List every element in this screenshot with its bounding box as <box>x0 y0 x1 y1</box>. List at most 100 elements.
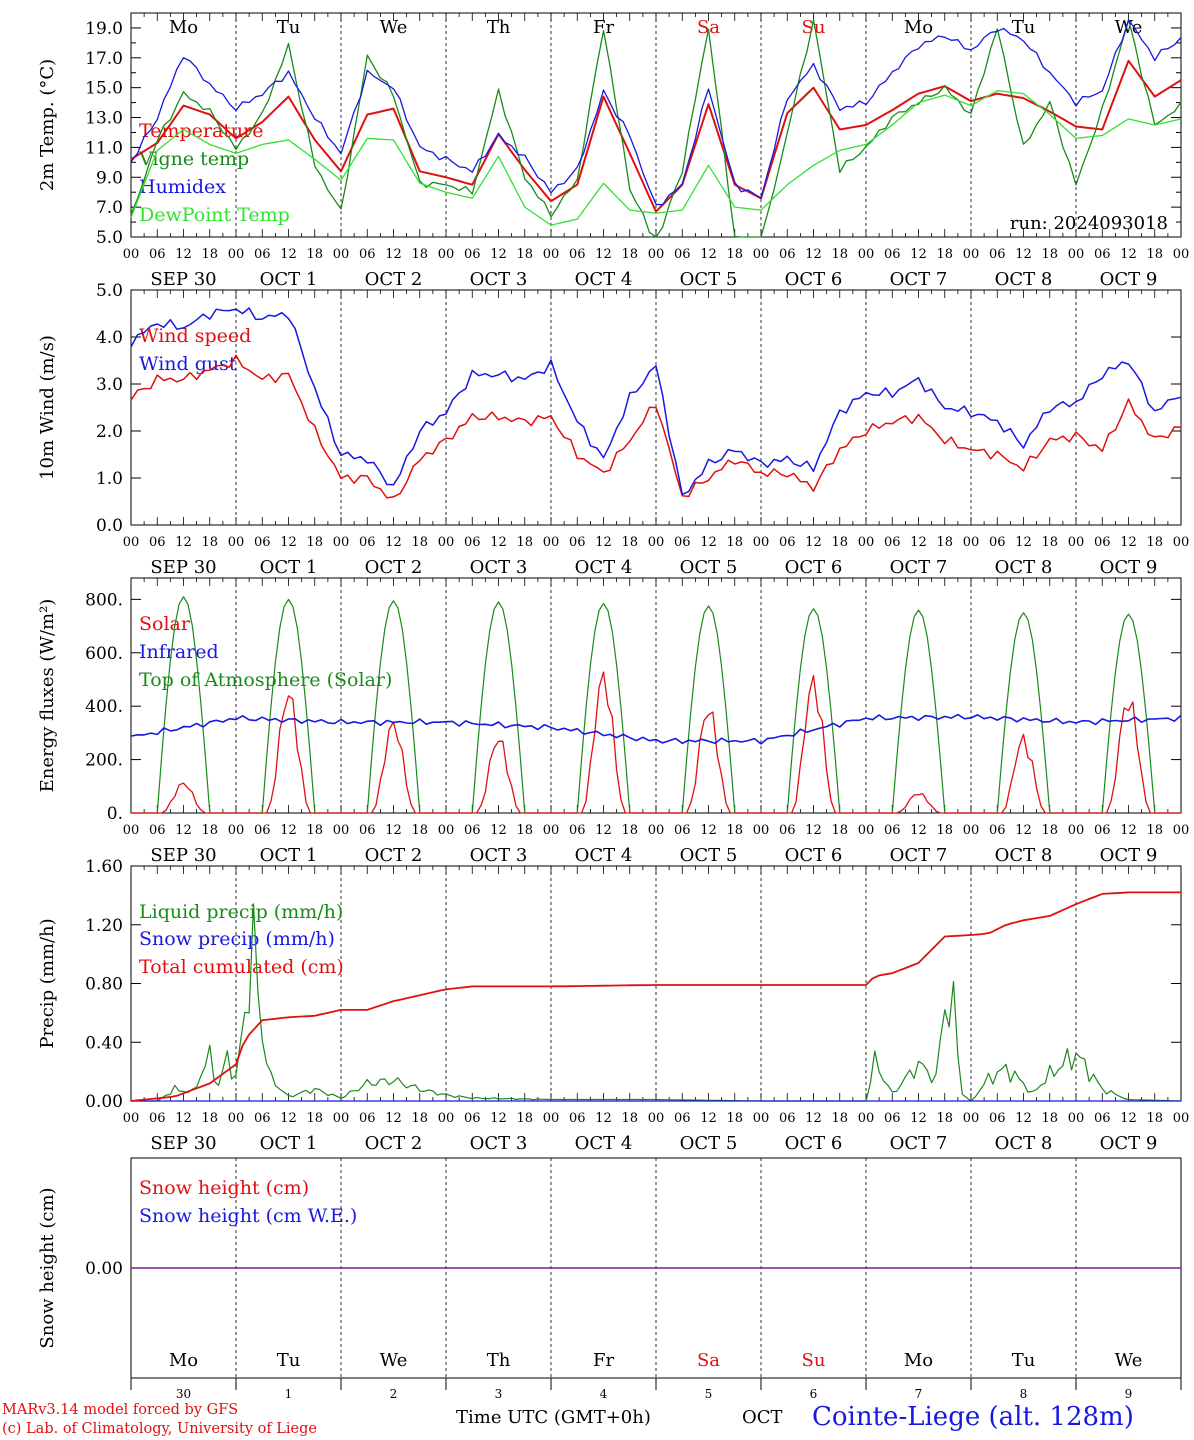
x-hour-label: 12 <box>385 823 402 838</box>
x-hour-label: 00 <box>543 1111 560 1126</box>
x-date-label: OCT 2 <box>365 1133 423 1154</box>
day-label: Tu <box>1012 1350 1036 1371</box>
x-date-label: OCT 4 <box>575 557 633 578</box>
x-hour-label: 12 <box>1120 535 1137 550</box>
x-hour-label: 18 <box>306 247 323 262</box>
x-hour-label: 00 <box>963 1111 980 1126</box>
day-label: We <box>380 1350 408 1371</box>
day-label: Mo <box>904 17 933 38</box>
series-solar <box>131 671 1181 814</box>
legend-infrared: Infrared <box>139 641 219 663</box>
x-hour-label: 00 <box>1173 1111 1190 1126</box>
x-hour-label: 18 <box>936 1111 953 1126</box>
x-hour-label: 18 <box>1041 247 1058 262</box>
x-hour-label: 00 <box>858 535 875 550</box>
x-date-label: OCT 1 <box>260 557 318 578</box>
day-number-label: 9 <box>1125 1387 1133 1401</box>
x-hour-label: 12 <box>1015 1111 1032 1126</box>
x-hour-label: 18 <box>831 823 848 838</box>
x-hour-label: 06 <box>1094 535 1111 550</box>
model-credit: MARv3.14 model forced by GFS <box>2 1402 239 1418</box>
day-label: Th <box>487 17 511 38</box>
x-hour-label: 00 <box>438 823 455 838</box>
y-tick-label: 0.00 <box>85 1092 123 1112</box>
x-hour-label: 12 <box>1015 823 1032 838</box>
x-hour-label: 18 <box>726 535 743 550</box>
y-tick-label: 0.80 <box>85 975 123 995</box>
x-date-label: OCT 3 <box>470 557 528 578</box>
y-tick-label: 600. <box>85 644 123 664</box>
x-hour-label: 00 <box>438 535 455 550</box>
x-hour-label: 06 <box>779 247 796 262</box>
x-hour-label: 00 <box>648 535 665 550</box>
x-hour-label: 00 <box>228 823 245 838</box>
x-hour-label: 06 <box>674 535 691 550</box>
x-hour-label: 18 <box>936 823 953 838</box>
x-hour-label: 00 <box>543 535 560 550</box>
x-hour-label: 12 <box>1015 247 1032 262</box>
x-date-label: OCT 7 <box>890 269 948 290</box>
x-hour-label: 12 <box>805 535 822 550</box>
x-hour-label: 06 <box>359 823 376 838</box>
x-hour-label: 18 <box>1041 1111 1058 1126</box>
day-label: Mo <box>904 1350 933 1371</box>
x-hour-label: 12 <box>595 1111 612 1126</box>
day-label: Fr <box>593 17 614 38</box>
x-hour-label: 12 <box>910 535 927 550</box>
x-hour-label: 12 <box>490 823 507 838</box>
y-tick-label: 1.0 <box>96 469 123 489</box>
x-date-label: OCT 7 <box>890 1133 948 1154</box>
x-hour-label: 12 <box>1120 247 1137 262</box>
x-hour-label: 12 <box>805 823 822 838</box>
x-hour-label: 18 <box>516 247 533 262</box>
x-hour-label: 00 <box>1173 823 1190 838</box>
legend-snow-height-cm-w-e: Snow height (cm W.E.) <box>139 1205 357 1227</box>
x-hour-label: 00 <box>648 823 665 838</box>
x-hour-label: 12 <box>280 535 297 550</box>
legend-liquid-precip-mm-h: Liquid precip (mm/h) <box>139 901 343 923</box>
x-date-label: OCT 8 <box>995 845 1053 866</box>
day-number-label: 4 <box>600 1387 608 1401</box>
x-hour-label: 12 <box>175 247 192 262</box>
series-liquid-precip-mm-h <box>131 903 1182 1102</box>
x-hour-label: 06 <box>254 823 271 838</box>
x-hour-label: 00 <box>228 1111 245 1126</box>
legend-dewpoint-temp: DewPoint Temp <box>139 204 290 226</box>
day-label: Tu <box>277 17 301 38</box>
x-hour-label: 18 <box>621 823 638 838</box>
y-tick-label: 3.0 <box>96 375 123 395</box>
y-tick-label: 7.0 <box>96 198 123 218</box>
y-tick-label: 200. <box>85 751 123 771</box>
x-hour-label: 12 <box>385 247 402 262</box>
x-hour-label: 06 <box>149 1111 166 1126</box>
panel-precip: 0.00 0.40 0.80 1.20 1.60 Precip (mm/h) 00 06 12 1… <box>37 857 1189 1154</box>
x-hour-label: 12 <box>910 1111 927 1126</box>
x-hour-label: 06 <box>1094 823 1111 838</box>
x-hour-label: 18 <box>516 535 533 550</box>
x-hour-label: 00 <box>963 823 980 838</box>
day-number-label: 3 <box>495 1387 503 1401</box>
x-hour-label: 18 <box>726 823 743 838</box>
day-label: Fr <box>593 1350 614 1371</box>
run-annotation: run: 2024093018 <box>1010 213 1168 234</box>
x-hour-label: 00 <box>1068 535 1085 550</box>
x-hour-label: 06 <box>464 247 481 262</box>
panel-snow: 0.00 Snow height (cm) Snow height (cm) Snow… <box>37 1157 1182 1401</box>
series-humidex <box>130 19 1182 206</box>
x-hour-label: 06 <box>149 535 166 550</box>
series-infrared <box>130 713 1182 745</box>
x-hour-label: 18 <box>1041 535 1058 550</box>
x-hour-label: 12 <box>175 823 192 838</box>
x-date-label: OCT 5 <box>680 269 738 290</box>
day-number-label: 8 <box>1020 1387 1028 1401</box>
day-number-label: 5 <box>705 1387 713 1401</box>
y-axis-label: Precip (mm/h) <box>37 918 58 1048</box>
x-hour-label: 00 <box>1068 823 1085 838</box>
x-hour-label: 18 <box>621 247 638 262</box>
x-hour-label: 06 <box>254 535 271 550</box>
x-hour-label: 06 <box>569 535 586 550</box>
x-hour-label: 06 <box>569 823 586 838</box>
panel-wind: 0.0 1.0 2.0 3.0 4.0 5.0 10m Wind (m/s) 00 06 12 18… <box>37 281 1189 578</box>
legend-wind-speed: Wind speed <box>139 325 251 347</box>
y-tick-label: 0.40 <box>85 1033 123 1053</box>
